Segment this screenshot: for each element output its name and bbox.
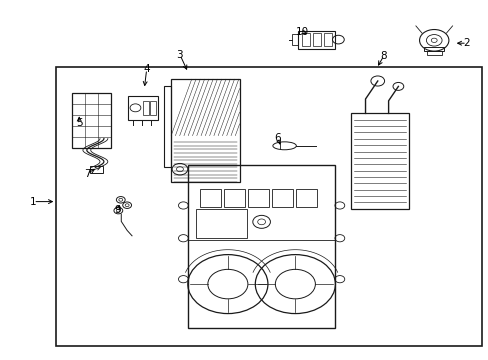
Text: 2: 2	[463, 38, 469, 48]
Bar	[292, 34, 298, 45]
Bar	[142, 101, 148, 115]
Text: 9: 9	[114, 204, 121, 215]
Text: 10: 10	[295, 27, 308, 37]
Bar	[323, 33, 331, 46]
Bar	[128, 96, 158, 120]
Bar	[188, 165, 334, 328]
Text: 7: 7	[83, 168, 90, 179]
Bar	[171, 79, 239, 182]
Bar	[72, 93, 111, 148]
Text: 4: 4	[143, 64, 150, 74]
Text: 5: 5	[76, 118, 82, 128]
Bar	[298, 31, 334, 49]
Text: 3: 3	[176, 50, 183, 60]
Bar	[350, 113, 408, 209]
Bar	[200, 189, 221, 207]
Bar	[195, 209, 246, 238]
Bar	[272, 189, 293, 207]
Bar	[224, 189, 244, 207]
Text: 8: 8	[380, 51, 386, 61]
Bar	[312, 33, 320, 46]
Bar	[247, 189, 269, 207]
Text: 6: 6	[274, 132, 281, 143]
Bar	[426, 51, 441, 55]
Bar	[56, 67, 481, 346]
Bar	[163, 86, 171, 167]
Text: 1: 1	[30, 197, 37, 207]
Bar	[90, 166, 102, 173]
Bar	[302, 33, 309, 46]
Bar	[424, 47, 443, 51]
Bar	[296, 189, 317, 207]
Bar	[150, 101, 156, 115]
